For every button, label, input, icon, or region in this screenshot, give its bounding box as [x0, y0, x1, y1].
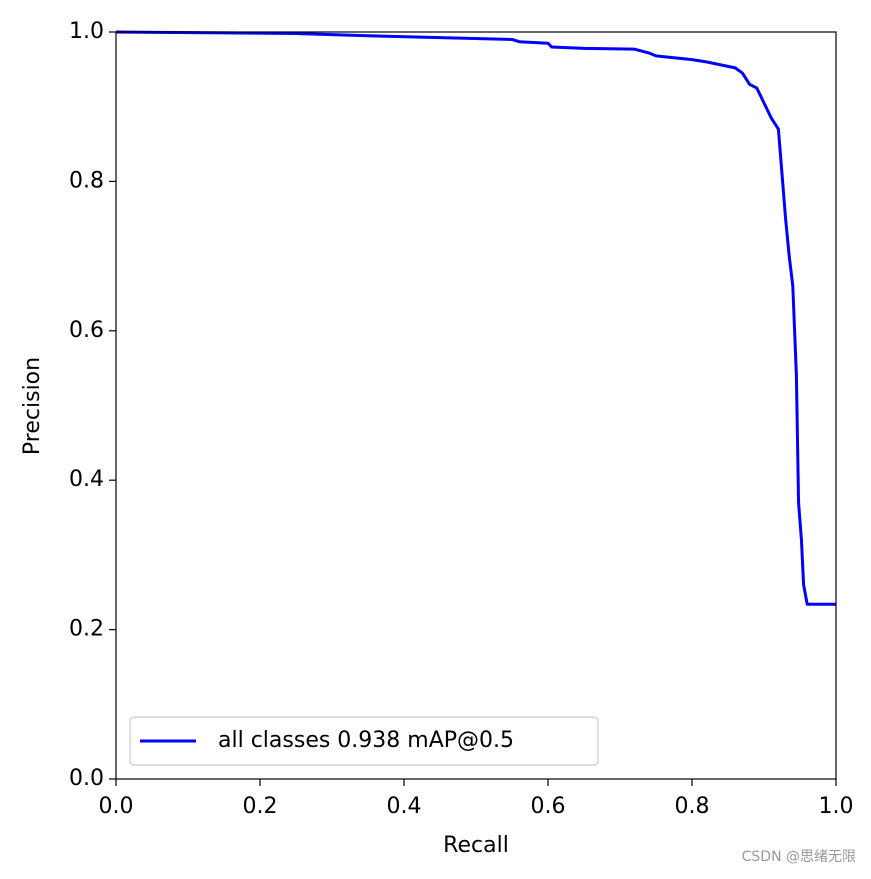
x-tick-label: 0.2 — [243, 794, 278, 819]
y-tick-label: 0.8 — [69, 168, 104, 193]
plot-frame — [115, 31, 837, 780]
y-tick-label: 1.0 — [69, 19, 104, 44]
x-tick-label: 0.0 — [99, 794, 134, 819]
pr-curve — [115, 30, 836, 606]
y-tick-label: 0.6 — [69, 318, 104, 343]
y-tick-label: 0.2 — [69, 617, 104, 642]
legend-box — [129, 716, 599, 766]
y-tick-label: 0.0 — [69, 766, 104, 791]
x-axis-label: Recall — [443, 833, 509, 858]
x-tick-label: 0.4 — [387, 794, 422, 819]
x-tick-label: 0.6 — [531, 794, 566, 819]
y-axis-label: Precision — [20, 357, 45, 455]
x-tick-label: 1.0 — [819, 794, 854, 819]
x-tick-label: 0.8 — [675, 794, 710, 819]
y-tick-label: 0.4 — [69, 467, 104, 492]
watermark: CSDN @思绪无限 — [742, 849, 856, 865]
legend-label: all classes 0.938 mAP@0.5 — [218, 728, 514, 753]
